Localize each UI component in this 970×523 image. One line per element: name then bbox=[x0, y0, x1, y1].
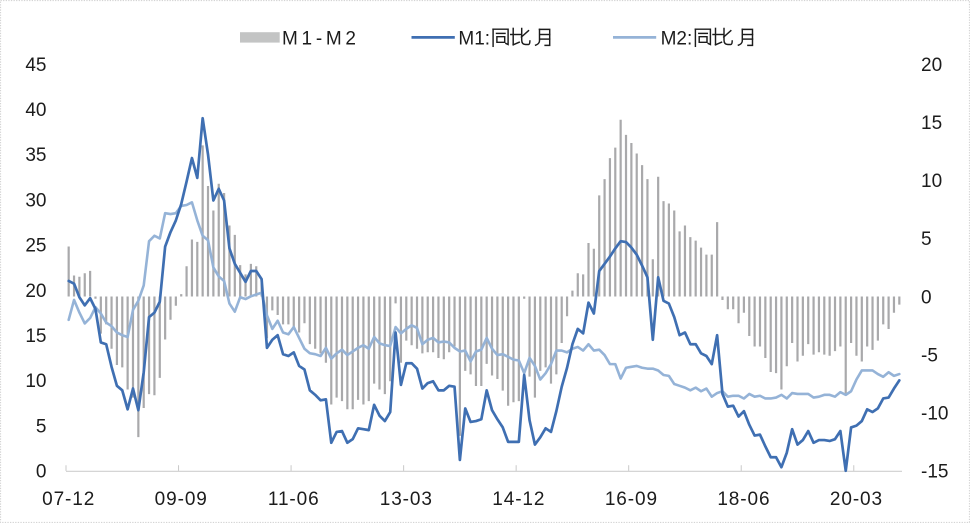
svg-text:40: 40 bbox=[25, 100, 46, 121]
svg-text:11-06: 11-06 bbox=[268, 489, 320, 510]
svg-text:20-03: 20-03 bbox=[830, 489, 883, 510]
svg-text:15: 15 bbox=[25, 326, 46, 347]
svg-text:25: 25 bbox=[25, 236, 46, 257]
svg-text:0: 0 bbox=[921, 287, 932, 308]
svg-text:M2:: M2: bbox=[661, 29, 693, 50]
svg-text:10: 10 bbox=[921, 171, 942, 192]
svg-text:10: 10 bbox=[25, 371, 46, 392]
svg-text:45: 45 bbox=[25, 55, 46, 76]
svg-text:20: 20 bbox=[921, 55, 942, 76]
svg-text:20: 20 bbox=[25, 281, 46, 302]
svg-text:15: 15 bbox=[921, 113, 942, 134]
svg-text:16-09: 16-09 bbox=[605, 489, 658, 510]
svg-text:-10: -10 bbox=[921, 403, 948, 424]
svg-text:18-06: 18-06 bbox=[717, 489, 770, 510]
svg-text:-15: -15 bbox=[921, 462, 948, 483]
svg-text:09-09: 09-09 bbox=[155, 489, 208, 510]
svg-text:14-12: 14-12 bbox=[492, 489, 545, 510]
svg-text:M1-M2: M1-M2 bbox=[282, 29, 356, 50]
svg-text:5: 5 bbox=[36, 416, 47, 437]
svg-text:35: 35 bbox=[25, 145, 46, 166]
svg-text:30: 30 bbox=[25, 190, 46, 211]
svg-text:-5: -5 bbox=[921, 345, 938, 366]
svg-text:13-03: 13-03 bbox=[380, 489, 433, 510]
svg-text:5: 5 bbox=[921, 229, 932, 250]
svg-text:M1:: M1: bbox=[458, 29, 490, 50]
svg-text:0: 0 bbox=[36, 462, 47, 483]
svg-text:07-12: 07-12 bbox=[42, 489, 95, 510]
